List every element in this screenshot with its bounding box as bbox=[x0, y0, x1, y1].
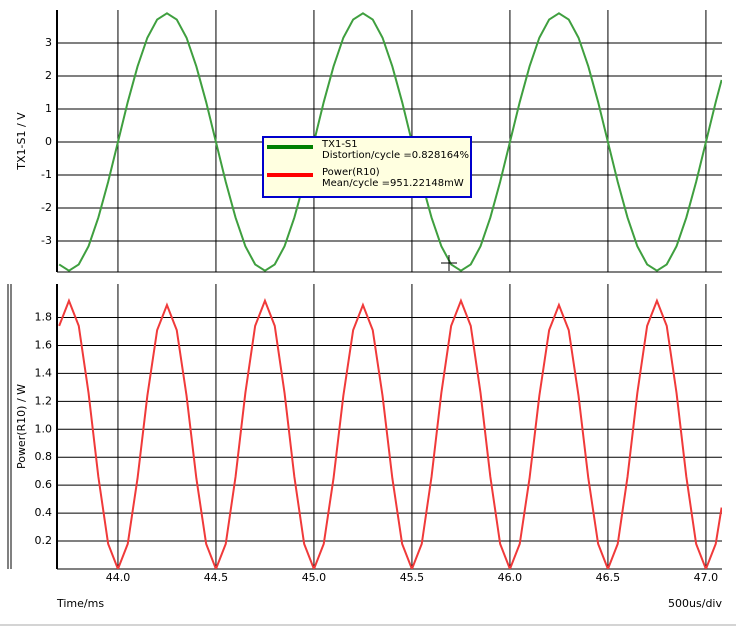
y-tick-label: 1.8 bbox=[35, 311, 53, 324]
y-tick-label: 1 bbox=[45, 102, 52, 115]
y-tick-label: 0.6 bbox=[35, 478, 53, 491]
legend-label: TX1-S1 bbox=[321, 139, 358, 150]
y-axis-label: TX1-S1 / V bbox=[15, 112, 28, 171]
y-tick-label: 0 bbox=[45, 135, 52, 148]
y-tick-label: 0.4 bbox=[35, 506, 53, 519]
y-tick-label: 1.6 bbox=[35, 338, 53, 351]
data-line bbox=[58, 12, 722, 272]
x-tick-label: 45.0 bbox=[302, 571, 327, 584]
x-scale-label: 500us/div bbox=[668, 597, 722, 610]
legend-note: Distortion/cycle =0.828164% bbox=[322, 150, 469, 161]
x-tick-label: 44.5 bbox=[204, 571, 229, 584]
legend-label: Power(R10) bbox=[322, 167, 380, 178]
y-axis-label: Power(R10) / W bbox=[15, 384, 28, 469]
y-tick-label: -1 bbox=[41, 168, 52, 181]
y-tick-label: 1.0 bbox=[35, 422, 53, 435]
x-tick-label: 44.0 bbox=[106, 571, 131, 584]
x-axis-label: Time/ms bbox=[56, 597, 104, 610]
legend-note: Mean/cycle =951.22148mW bbox=[322, 178, 464, 189]
data-line bbox=[58, 298, 722, 569]
y-tick-label: 3 bbox=[45, 36, 52, 49]
y-tick-label: 0.2 bbox=[35, 534, 53, 547]
x-tick-label: 47.0 bbox=[694, 571, 719, 584]
y-tick-label: 1.4 bbox=[35, 366, 53, 379]
x-tick-label: 46.0 bbox=[498, 571, 523, 584]
y-tick-label: 0.8 bbox=[35, 450, 53, 463]
y-tick-label: 1.2 bbox=[35, 394, 53, 407]
x-tick-label: 45.5 bbox=[400, 571, 425, 584]
y-tick-label: 2 bbox=[45, 69, 52, 82]
y-tick-label: -2 bbox=[41, 201, 52, 214]
x-tick-label: 46.5 bbox=[596, 571, 621, 584]
y-tick-label: -3 bbox=[41, 234, 52, 247]
